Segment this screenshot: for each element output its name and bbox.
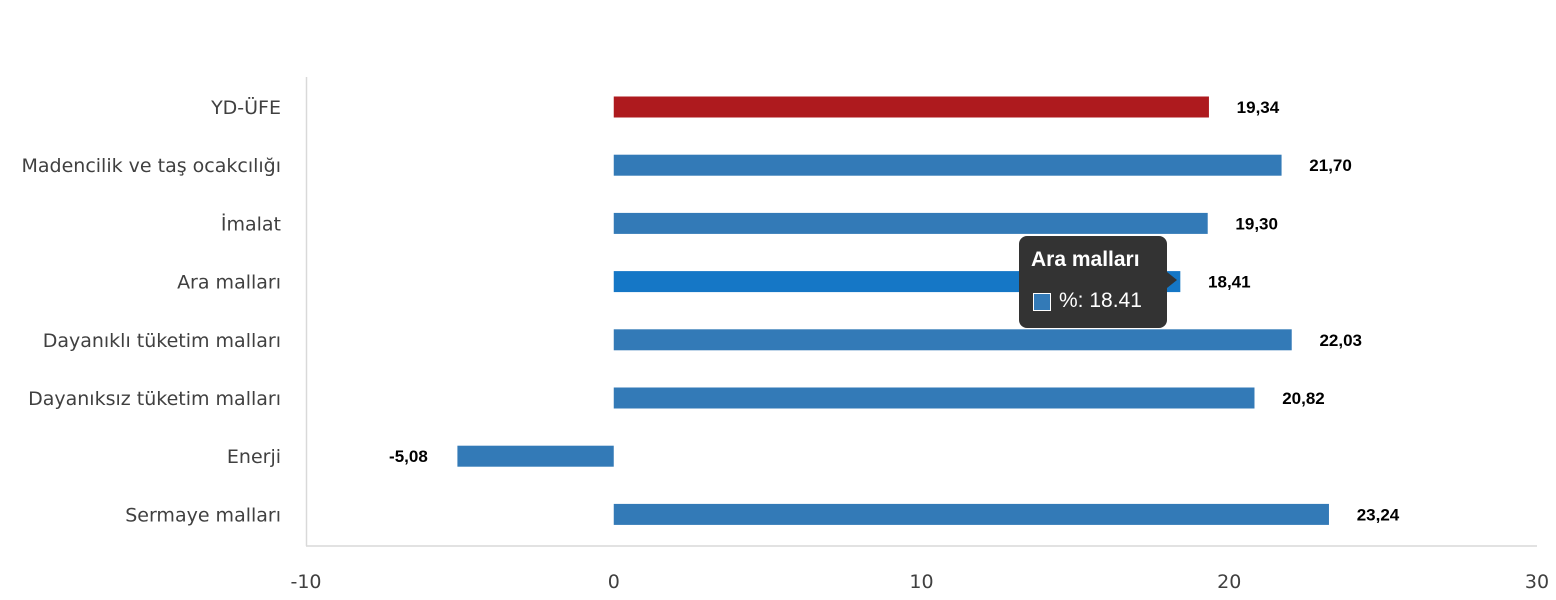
bar-dayaniksiz-tuketim-mallari[interactable]	[613, 387, 1255, 409]
x-tick-label: 10	[909, 571, 933, 593]
x-tick-label: -10	[290, 571, 321, 593]
category-label-madencilik-ve-tas-ocakciligi: Madencilik ve taş ocakcılığı	[22, 155, 282, 177]
category-label-dayaniksiz-tuketim-mallari: Dayanıksız tüketim malları	[28, 388, 281, 410]
bars-group	[457, 96, 1329, 525]
bar-enerji[interactable]	[457, 445, 614, 467]
category-label-dayanikli-tuketim-mallari: Dayanıklı tüketim malları	[43, 330, 281, 352]
value-label-dayanikli-tuketim-mallari: 22,03	[1319, 331, 1362, 350]
bar-imalat[interactable]	[613, 212, 1208, 234]
value-label-madencilik-ve-tas-ocakciligi: 21,70	[1309, 156, 1352, 175]
category-labels: YD-ÜFE Madencilik ve taş ocakcılığı İmalat…	[22, 96, 282, 526]
value-label-yd-ufe: 19,34	[1237, 98, 1280, 117]
tooltip-swatch	[1033, 293, 1051, 311]
value-label-sermaye-mallari: 23,24	[1357, 505, 1400, 524]
category-label-yd-ufe: YD-ÜFE	[210, 96, 281, 119]
value-label-imalat: 19,30	[1235, 214, 1278, 233]
category-label-ara-mallari: Ara malları	[177, 272, 281, 294]
value-label-dayaniksiz-tuketim-mallari: 20,82	[1282, 389, 1325, 408]
category-label-sermaye-mallari: Sermaye malları	[125, 504, 281, 526]
bar-dayanikli-tuketim-mallari[interactable]	[613, 329, 1292, 351]
bar-yd-ufe[interactable]	[613, 96, 1209, 118]
x-tick-label: 0	[608, 571, 620, 593]
tooltip: Ara malları %: 18.41	[1019, 236, 1167, 328]
category-label-enerji: Enerji	[227, 446, 281, 468]
tooltip-value: %: 18.41	[1059, 289, 1142, 312]
value-labels: 19,34 21,70 19,30 18,41 22,03 20,82 -5,08 23,24	[389, 98, 1400, 524]
value-label-ara-mallari: 18,41	[1208, 273, 1251, 292]
x-tick-label: 20	[1217, 571, 1241, 593]
tooltip-arrow	[1167, 272, 1177, 288]
tooltip-title: Ara malları	[1031, 248, 1140, 271]
category-label-imalat: İmalat	[221, 212, 281, 235]
x-tick-label: 30	[1525, 571, 1549, 593]
value-label-enerji: -5,08	[389, 447, 428, 466]
bar-madencilik-ve-tas-ocakciligi[interactable]	[613, 154, 1282, 176]
bar-sermaye-mallari[interactable]	[613, 503, 1329, 525]
x-tick-labels: -10 0 10 20 30	[290, 571, 1549, 593]
